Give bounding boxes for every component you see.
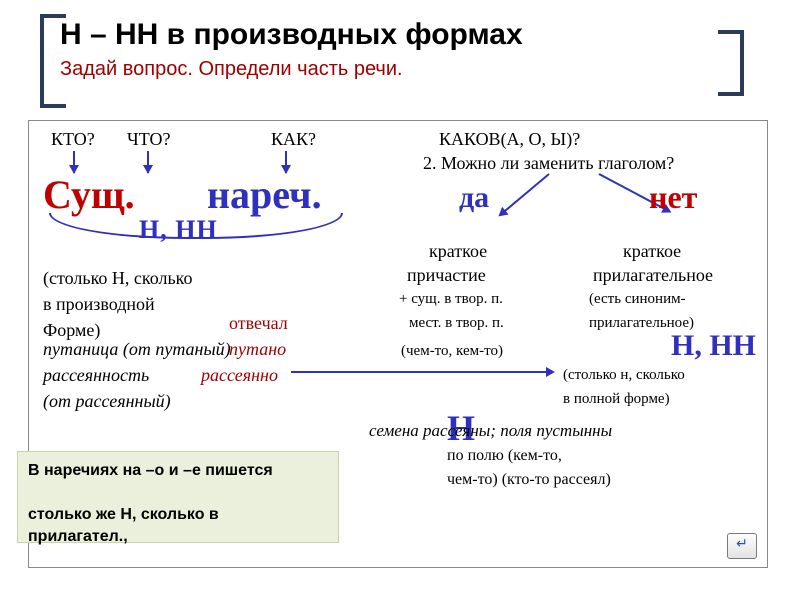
title-bracket-right xyxy=(718,30,744,96)
label-adverb: нареч. xyxy=(207,171,322,218)
col3-line: мест. в твор. п. xyxy=(409,315,504,332)
putano-label: путано xyxy=(229,339,286,360)
label-n-nn-small: Н, НН xyxy=(139,215,218,245)
label-participle: причастие xyxy=(407,265,486,286)
note-line: столько же Н, сколько в xyxy=(28,506,219,523)
example-putanica: путаница (от путаный) xyxy=(43,339,231,360)
arrow-right-long-icon xyxy=(291,371,553,373)
col4-line: (есть синоним- xyxy=(589,291,686,308)
page-subtitle: Задай вопрос. Определи часть речи. xyxy=(60,58,720,81)
note-line: В наречиях на –о и –е пишется xyxy=(28,462,273,479)
question-kak: КАК? xyxy=(271,129,316,150)
col4-line: в полной форме) xyxy=(563,391,670,408)
note-box: В наречиях на –о и –е пишется столько же… xyxy=(17,451,339,543)
col4-line: (столько н, сколько xyxy=(563,367,685,384)
return-button[interactable]: ↵ xyxy=(727,533,757,559)
label-adjective: прилагательное xyxy=(593,265,713,286)
col3-line: (чем-то, кем-то) xyxy=(401,343,503,360)
question-kto: КТО? xyxy=(51,129,95,150)
example-line: семена рассеяны; поля пустынны xyxy=(369,421,612,441)
page-title: Н – НН в производных формах xyxy=(60,18,720,52)
answered-label: отвечал xyxy=(229,313,288,334)
question-kakov: КАКОВ(А, О, Ы)? xyxy=(439,129,580,150)
content-frame: КТО? ЧТО? КАК? КАКОВ(А, О, Ы)? Сущ. наре… xyxy=(28,120,768,568)
arrow-down-icon xyxy=(73,151,75,173)
label-n-nn-big: Н, НН xyxy=(671,329,756,363)
col3-line: + сущ. в твор. п. xyxy=(399,291,503,308)
label-no: нет xyxy=(649,179,697,216)
replace-question: 2. Можно ли заменить глаголом? xyxy=(423,153,674,174)
slide: Н – НН в производных формах Задай вопрос… xyxy=(0,0,800,600)
arrow-diag-icon xyxy=(499,173,549,216)
example-line: чем-то) (кто-то рассеял) xyxy=(447,471,611,489)
label-short-1: краткое xyxy=(429,241,487,262)
left-line: (столько Н, сколько xyxy=(43,265,303,291)
title-block: Н – НН в производных формах Задай вопрос… xyxy=(60,18,720,81)
example-line: по полю (кем-то, xyxy=(447,447,562,465)
example-rasseyannost: рассеянность xyxy=(43,365,149,386)
arrow-down-icon xyxy=(147,151,149,173)
label-short-2: краткое xyxy=(623,241,681,262)
arrow-down-icon xyxy=(285,151,287,173)
label-noun: Сущ. xyxy=(43,171,135,218)
note-line: прилагател., xyxy=(28,528,128,545)
label-yes: да xyxy=(459,181,489,215)
rasseyanno-label: рассеянно xyxy=(201,365,278,386)
example-rasseyanny: (от рассеянный) xyxy=(43,391,171,412)
question-chto: ЧТО? xyxy=(127,129,170,150)
